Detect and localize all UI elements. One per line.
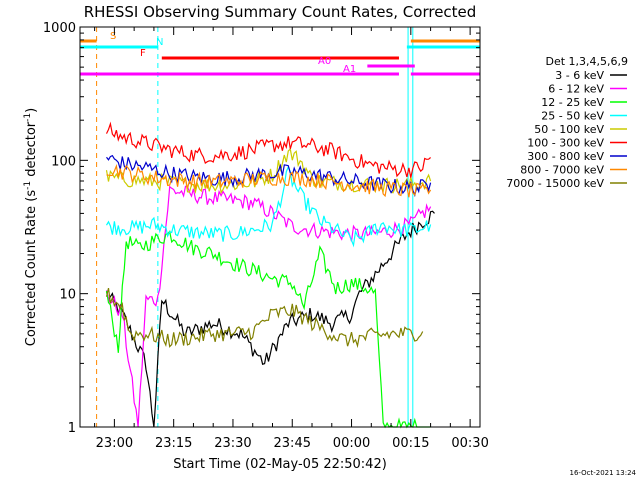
flag-label-a0: A0 <box>318 56 331 67</box>
legend-entry-label: 6 - 12 keV <box>548 83 604 96</box>
legend-entry-label: 300 - 800 keV <box>527 150 604 163</box>
y-tick-label: 100 <box>51 154 76 169</box>
flag-label-n: N <box>156 37 163 48</box>
x-tick-label: 23:45 <box>274 436 311 451</box>
legend-entry-label: 7000 - 15000 keV <box>506 177 604 190</box>
legend-entry-label: 25 - 50 keV <box>541 110 604 123</box>
y-tick-label: 10 <box>59 288 76 303</box>
x-tick-label: 00:30 <box>451 436 488 451</box>
legend-title: Det 1,3,4,5,6,9 <box>545 55 628 68</box>
legend-entry-label: 3 - 6 keV <box>555 69 604 82</box>
series-line-7 <box>106 163 432 198</box>
plot-area: S NF A0 A1 <box>80 27 481 429</box>
y-tick-label: 1 <box>68 421 76 436</box>
legend-entry-label: 12 - 25 keV <box>541 96 604 109</box>
legend-entry-label: 50 - 100 keV <box>534 123 604 136</box>
legend-entry-label: 800 - 7000 keV <box>520 164 604 177</box>
flag-label-s: S <box>110 31 116 42</box>
footer-date: 16-Oct-2021 13:24 <box>570 469 637 477</box>
y-tick-label: 1000 <box>43 21 76 36</box>
x-tick-label: 23:30 <box>214 436 251 451</box>
x-tick-label: 00:00 <box>333 436 370 451</box>
chart-title: RHESSI Observing Summary Count Rates, Co… <box>84 3 477 21</box>
series-line-8 <box>105 287 424 349</box>
series-line-5 <box>105 121 431 178</box>
axis-ticks: 1 10 100 1000 23:00 23:15 23:30 23:45 00:00 00:15… <box>43 21 489 451</box>
x-axis-label: Start Time (02-May-05 22:50:42) <box>173 457 387 472</box>
series-line-0 <box>105 210 435 428</box>
x-tick-label: 23:00 <box>96 436 133 451</box>
series-line-2 <box>105 230 431 429</box>
x-tick-label: 23:15 <box>155 436 192 451</box>
series-line-3 <box>105 165 432 248</box>
flag-label-a1: A1 <box>343 64 356 75</box>
flag-label-f: F <box>140 48 146 59</box>
legend-entry-label: 100 - 300 keV <box>527 137 604 150</box>
y-axis-label: Corrected Count Rate (s-1 detector-1) <box>23 108 39 346</box>
x-tick-label: 00:15 <box>392 436 429 451</box>
plot-frame <box>79 26 481 428</box>
